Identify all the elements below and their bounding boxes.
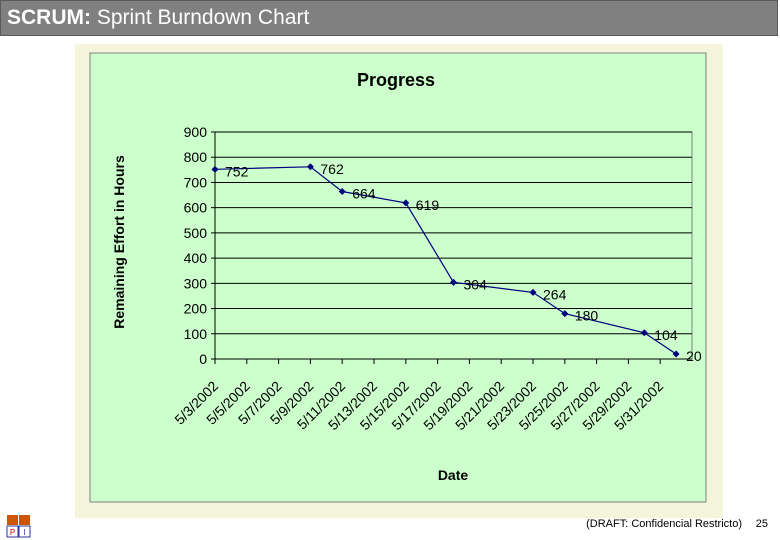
logo-letter-i: I bbox=[23, 528, 25, 537]
data-labels: 752 762 664 619 304 264 180 104 20 bbox=[225, 161, 702, 364]
y-tick-label: 400 bbox=[184, 250, 208, 266]
y-tick-label: 0 bbox=[199, 351, 207, 367]
logo-letter-p: P bbox=[10, 528, 15, 537]
series-remaining-effort bbox=[211, 163, 680, 358]
data-point bbox=[640, 329, 648, 337]
slide-title-rest: Sprint Burndown Chart bbox=[91, 6, 310, 29]
data-point bbox=[211, 165, 219, 173]
burndown-chart: Progress 0 100 200 300 400 500 600 700 800 900 5/… bbox=[89, 52, 707, 503]
data-label: 180 bbox=[575, 308, 599, 324]
page-number: 25 bbox=[755, 518, 768, 530]
data-point bbox=[402, 199, 410, 207]
data-point bbox=[450, 278, 457, 286]
footer-confidential: (DRAFT: Confidencial Restricto) bbox=[586, 518, 742, 530]
slide-title: SCRUM: Sprint Burndown Chart bbox=[0, 0, 778, 36]
y-axis-ticks: 0 100 200 300 400 500 600 700 800 900 bbox=[184, 124, 216, 367]
y-tick-label: 300 bbox=[184, 275, 208, 291]
data-label: 20 bbox=[686, 348, 702, 364]
data-label: 304 bbox=[464, 276, 488, 292]
data-label: 752 bbox=[225, 163, 249, 179]
y-tick-label: 100 bbox=[184, 326, 208, 342]
chart-frame: Progress 0 100 200 300 400 500 600 700 800 900 5/… bbox=[75, 44, 723, 518]
data-label: 264 bbox=[543, 286, 567, 302]
x-axis-label: Date bbox=[438, 467, 469, 483]
y-tick-label: 200 bbox=[184, 301, 208, 317]
y-tick-label: 900 bbox=[184, 124, 208, 140]
data-point bbox=[338, 188, 346, 196]
data-point bbox=[529, 288, 537, 296]
y-tick-label: 700 bbox=[184, 174, 208, 190]
data-label: 104 bbox=[654, 327, 678, 343]
data-label: 664 bbox=[352, 186, 376, 202]
gridlines bbox=[214, 131, 693, 360]
y-tick-label: 500 bbox=[184, 225, 208, 241]
data-label: 762 bbox=[320, 161, 344, 177]
data-point bbox=[672, 350, 680, 358]
data-point bbox=[306, 163, 314, 171]
slide-title-bold: SCRUM: bbox=[7, 6, 91, 29]
chart-title: Progress bbox=[357, 70, 435, 90]
y-tick-label: 600 bbox=[184, 200, 208, 216]
y-tick-label: 800 bbox=[184, 149, 208, 165]
company-logo: P I bbox=[6, 515, 31, 538]
y-axis-label: Remaining Effort in Hours bbox=[111, 155, 127, 329]
data-point bbox=[561, 310, 569, 318]
plot-area bbox=[214, 131, 693, 360]
x-axis-ticks: 5/3/20025/5/20025/7/20025/9/20025/11/200… bbox=[171, 358, 692, 433]
data-label: 619 bbox=[416, 197, 440, 213]
